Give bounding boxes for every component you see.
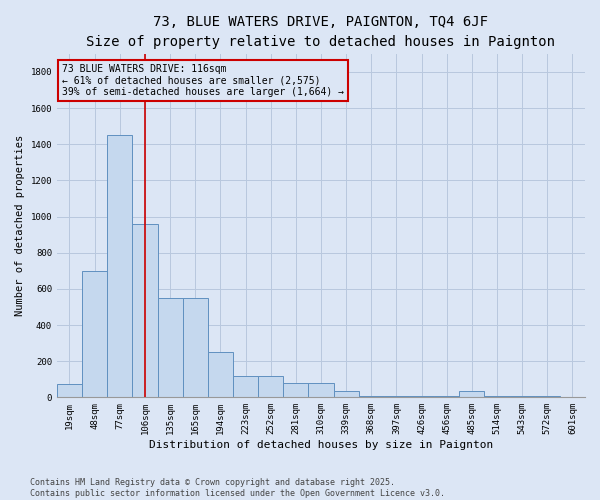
Bar bbox=[409, 396, 434, 398]
Bar bbox=[258, 376, 283, 398]
Bar bbox=[384, 396, 409, 398]
Bar bbox=[107, 135, 133, 398]
Bar bbox=[158, 298, 182, 398]
Bar bbox=[509, 396, 535, 398]
Bar bbox=[208, 352, 233, 398]
Title: 73, BLUE WATERS DRIVE, PAIGNTON, TQ4 6JF
Size of property relative to detached h: 73, BLUE WATERS DRIVE, PAIGNTON, TQ4 6JF… bbox=[86, 15, 556, 48]
Bar bbox=[484, 396, 509, 398]
Text: Contains HM Land Registry data © Crown copyright and database right 2025.
Contai: Contains HM Land Registry data © Crown c… bbox=[30, 478, 445, 498]
X-axis label: Distribution of detached houses by size in Paignton: Distribution of detached houses by size … bbox=[149, 440, 493, 450]
Bar bbox=[283, 383, 308, 398]
Bar bbox=[560, 397, 585, 398]
Bar bbox=[308, 383, 334, 398]
Text: 73 BLUE WATERS DRIVE: 116sqm
← 61% of detached houses are smaller (2,575)
39% of: 73 BLUE WATERS DRIVE: 116sqm ← 61% of de… bbox=[62, 64, 344, 98]
Bar bbox=[82, 271, 107, 398]
Bar bbox=[459, 391, 484, 398]
Bar bbox=[57, 384, 82, 398]
Bar bbox=[434, 396, 459, 398]
Bar bbox=[182, 298, 208, 398]
Bar bbox=[233, 376, 258, 398]
Y-axis label: Number of detached properties: Number of detached properties bbox=[15, 135, 25, 316]
Bar bbox=[133, 224, 158, 398]
Bar bbox=[359, 396, 384, 398]
Bar bbox=[334, 391, 359, 398]
Bar bbox=[535, 396, 560, 398]
